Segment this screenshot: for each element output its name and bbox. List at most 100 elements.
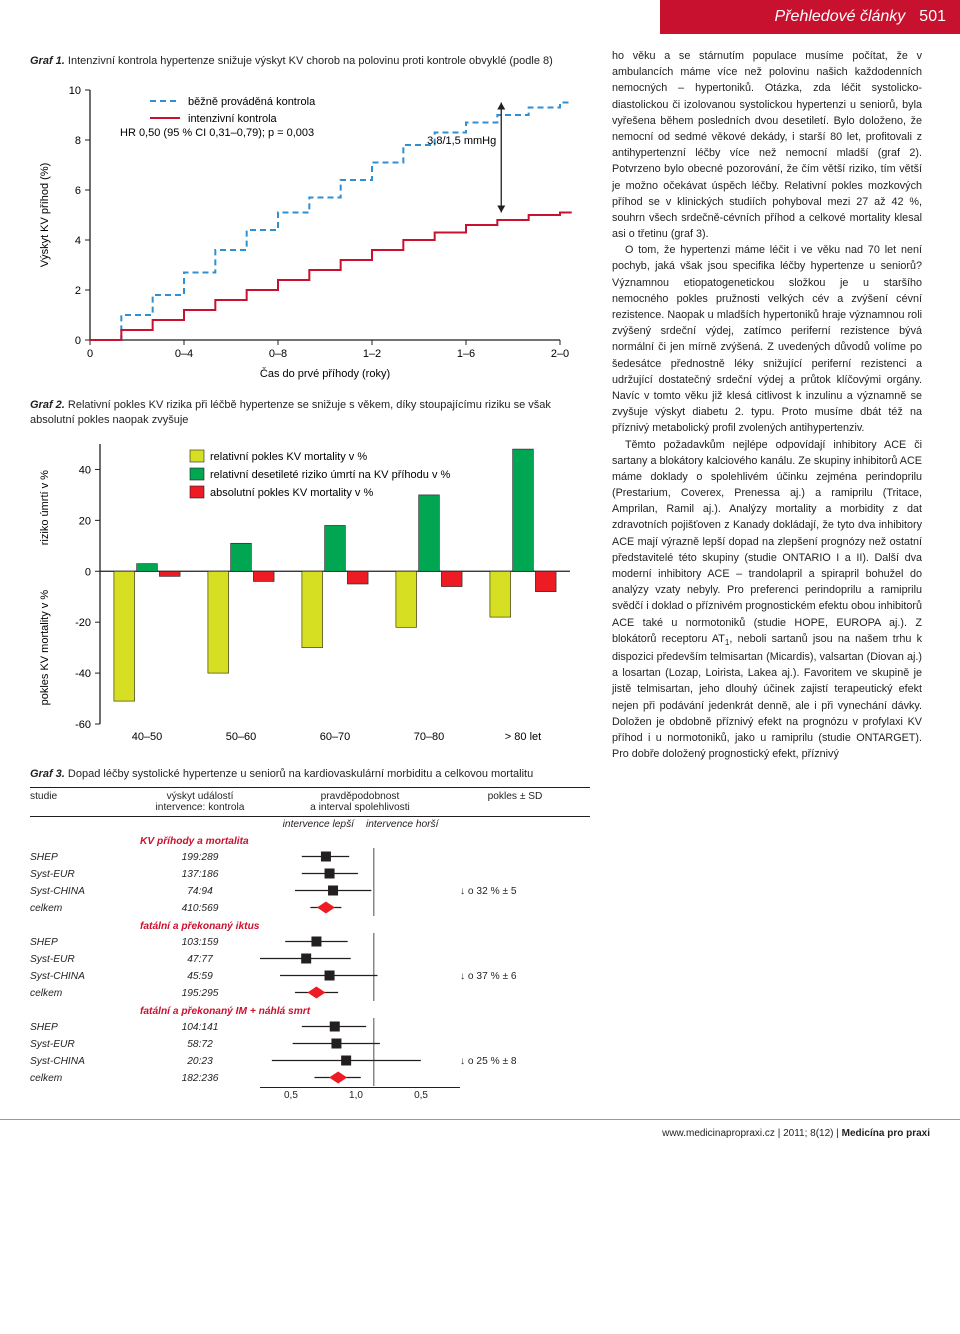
- graf3-row: Syst-EUR47:77: [30, 951, 590, 968]
- graf2-xlabel: 50–60: [226, 731, 257, 743]
- graf2-bar: [208, 571, 229, 673]
- g3-sub-horsi: intervence horší: [360, 819, 460, 830]
- graf2-bar: [159, 571, 180, 576]
- graf1-xtick: 1–6: [457, 348, 475, 360]
- header-strip: Přehledové články 501: [660, 0, 960, 34]
- graf1-ytick: 2: [75, 285, 81, 297]
- graf2-ytick: -40: [75, 668, 91, 680]
- graf3-row: Syst-EUR137:186: [30, 866, 590, 883]
- graf2-ylabel-bottom: pokles KV mortality v %: [39, 589, 51, 705]
- graf3-section-title: KV příhody a mortalita: [30, 832, 590, 849]
- graf3-row: SHEP103:159: [30, 934, 590, 951]
- footer-sep1: |: [775, 1128, 783, 1139]
- left-column: Graf 1. Intenzivní kontrola hypertenze s…: [30, 48, 590, 1101]
- graf3-row: celkem195:295: [30, 985, 590, 1002]
- graf3-row: SHEP199:289: [30, 849, 590, 866]
- graf2-bar: [396, 571, 417, 627]
- footer-issue: 2011; 8(12): [783, 1128, 833, 1139]
- graf2-ytick: 0: [85, 566, 91, 578]
- g3-head-pokles: pokles ± SD: [460, 791, 570, 813]
- g3-study: Syst-EUR: [30, 869, 140, 880]
- g3-study: Syst-EUR: [30, 954, 140, 965]
- graf2-legend-yellow: relativní pokles KV mortality v %: [210, 451, 367, 463]
- graf1-chart: 024681000–40–81–21–62–0běžně prováděná k…: [30, 75, 590, 385]
- g3-ratio: 104:141: [140, 1022, 260, 1033]
- g3-ratio: 199:289: [140, 852, 260, 863]
- graf2-xlabel: > 80 let: [505, 731, 541, 743]
- graf2-bar: [490, 571, 511, 617]
- graf2-xlabel: 60–70: [320, 731, 351, 743]
- right-column: ho věku a se stárnutím populace musíme p…: [612, 48, 922, 1101]
- g3-study: Syst-CHINA: [30, 971, 140, 982]
- header-bar: Přehledové články 501: [0, 0, 960, 34]
- graf1-ytick: 8: [75, 135, 81, 147]
- g3-study: SHEP: [30, 937, 140, 948]
- forest-row: [260, 1052, 460, 1069]
- graf1-series: [90, 212, 572, 340]
- body-paragraph: Těmto požadavkům nejlépe odpovídají inhi…: [612, 437, 922, 763]
- forest-row: [260, 865, 460, 882]
- graf3-row: SHEP104:141: [30, 1019, 590, 1036]
- graf1-annotation: 3,8/1,5 mmHg: [427, 135, 496, 147]
- forest-row: [260, 1069, 460, 1086]
- graf2-bar: [419, 494, 440, 570]
- forest-row: [260, 1018, 460, 1035]
- graf2-bar: [302, 571, 323, 647]
- g3-sub-lepsi: intervence lepší: [260, 819, 360, 830]
- graf1-xtick: 2–0: [551, 348, 569, 360]
- graf2-bar: [114, 571, 135, 701]
- graf2-xlabel: 40–50: [132, 731, 163, 743]
- forest-row: [260, 933, 460, 950]
- graf3-row: celkem182:236: [30, 1070, 590, 1087]
- g3-effect: ↓ o 32 % ± 5: [460, 886, 517, 897]
- g3-head-vyskyt: výskyt událostíintervence: kontrola: [140, 791, 260, 813]
- graf1-xtick: 1–2: [363, 348, 381, 360]
- g3-study: SHEP: [30, 852, 140, 863]
- graf3-label: Graf 3.: [30, 768, 65, 780]
- graf2-bar: [325, 525, 346, 571]
- g3-study: celkem: [30, 988, 140, 999]
- forest-row: [260, 984, 460, 1001]
- graf1-legend-dashed: běžně prováděná kontrola: [188, 96, 316, 108]
- graf1-xtick: 0–4: [175, 348, 193, 360]
- graf2-chart: -60-40-200204040–5050–6060–7070–80> 80 l…: [30, 434, 590, 754]
- graf3-table: studievýskyt událostíintervence: kontrol…: [30, 787, 590, 1101]
- g3-head-prav: pravděpodobnosta interval spolehlivosti: [260, 791, 460, 813]
- graf2-ytick: 20: [79, 515, 91, 527]
- graf2-ytick: -20: [75, 617, 91, 629]
- g3-ratio: 20:23: [140, 1056, 260, 1067]
- columns: Graf 1. Intenzivní kontrola hypertenze s…: [0, 48, 960, 1119]
- page-root: Přehledové články 501 Graf 1. Intenzivní…: [0, 0, 960, 1153]
- g3-study: celkem: [30, 903, 140, 914]
- footer-journal: Medicína pro praxi: [842, 1128, 930, 1139]
- section-name: Přehledové články: [775, 8, 906, 26]
- graf1-xlabel: Čas do prvé příhody (roky): [260, 367, 390, 380]
- graf1-ytick: 6: [75, 185, 81, 197]
- forest-row: [260, 950, 460, 967]
- graf1-ytick: 10: [69, 85, 81, 97]
- g3-head-studie: studie: [30, 791, 140, 813]
- graf1-xtick: 0–8: [269, 348, 287, 360]
- g3-study: Syst-EUR: [30, 1039, 140, 1050]
- graf1-ytick: 0: [75, 335, 81, 347]
- forest-row: [260, 899, 460, 916]
- g3-axis-tick: 0,5: [284, 1090, 298, 1101]
- g3-effect: ↓ o 37 % ± 6: [460, 971, 517, 982]
- graf1-xtick: 0: [87, 348, 93, 360]
- g3-ratio: 103:159: [140, 937, 260, 948]
- forest-row: [260, 882, 460, 899]
- g3-study: SHEP: [30, 1022, 140, 1033]
- graf2-xlabel: 70–80: [414, 731, 445, 743]
- footer-sep2: |: [833, 1128, 841, 1139]
- graf1-caption-text: Intenzivní kontrola hypertenze snižuje v…: [65, 55, 553, 67]
- graf2-bar: [253, 571, 274, 581]
- graf1-hr-text: HR 0,50 (95 % CI 0,31–0,79); p = 0,003: [120, 127, 314, 139]
- forest-row: [260, 848, 460, 865]
- graf1-caption: Graf 1. Intenzivní kontrola hypertenze s…: [30, 54, 590, 69]
- g3-ratio: 195:295: [140, 988, 260, 999]
- graf2-ylabel-top: riziko úmrtí v %: [39, 469, 51, 544]
- graf2-label: Graf 2.: [30, 399, 65, 411]
- graf3-row: Syst-CHINA74:94↓ o 32 % ± 5: [30, 883, 590, 900]
- graf1-ylabel: Výskyt KV příhod (%): [39, 163, 51, 268]
- graf2-bar: [441, 571, 462, 586]
